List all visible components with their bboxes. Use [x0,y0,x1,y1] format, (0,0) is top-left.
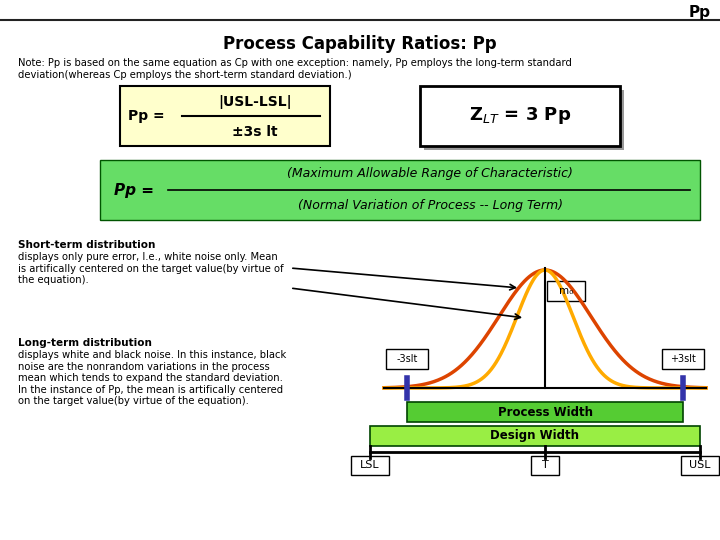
Text: Short-term distribution: Short-term distribution [18,240,156,250]
FancyBboxPatch shape [407,402,683,422]
FancyBboxPatch shape [351,456,389,475]
FancyBboxPatch shape [100,160,700,220]
Text: -3slt: -3slt [396,354,418,364]
FancyBboxPatch shape [420,86,620,146]
Text: (Normal Variation of Process -- Long Term): (Normal Variation of Process -- Long Ter… [297,199,562,213]
Text: Process Width: Process Width [498,406,593,419]
Text: USL: USL [689,460,711,470]
Text: Long-term distribution: Long-term distribution [18,338,152,348]
Text: LSL: LSL [360,460,380,470]
Text: |USL-LSL|: |USL-LSL| [218,95,292,109]
Text: Design Width: Design Width [490,429,580,442]
Text: +3slt: +3slt [670,354,696,364]
Text: (Maximum Allowable Range of Characteristic): (Maximum Allowable Range of Characterist… [287,167,573,180]
FancyBboxPatch shape [120,86,330,146]
Text: Process Capability Ratios: Pp: Process Capability Ratios: Pp [223,35,497,53]
Text: Note: Pp is based on the same equation as Cp with one exception: namely, Pp empl: Note: Pp is based on the same equation a… [18,58,572,68]
FancyBboxPatch shape [681,456,719,475]
FancyBboxPatch shape [424,90,624,150]
FancyBboxPatch shape [547,281,585,301]
Text: deviation(whereas Cp employs the short-term standard deviation.): deviation(whereas Cp employs the short-t… [18,70,351,80]
FancyBboxPatch shape [370,426,700,446]
FancyBboxPatch shape [531,456,559,475]
Text: Pp: Pp [689,4,711,19]
Text: Pp =: Pp = [114,183,154,198]
Text: T: T [541,460,549,470]
Text: displays only pure error, I.e., white noise only. Mean
is artifically centered o: displays only pure error, I.e., white no… [18,252,284,285]
Text: Pp =: Pp = [127,109,164,123]
FancyBboxPatch shape [662,349,704,369]
Text: $\mathbf{Z}_{LT}$ = 3 Pp: $\mathbf{Z}_{LT}$ = 3 Pp [469,105,571,126]
Text: ±3s lt: ±3s lt [232,125,278,139]
Text: displays white and black noise. In this instance, black
noise are the nonrandom : displays white and black noise. In this … [18,350,287,407]
Text: m₀: m₀ [559,286,573,296]
FancyBboxPatch shape [386,349,428,369]
